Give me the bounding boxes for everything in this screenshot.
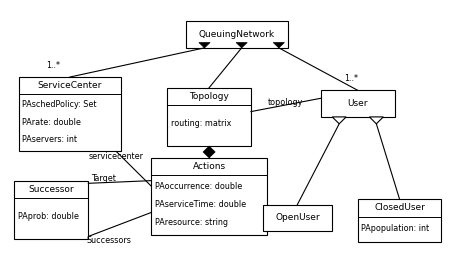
Text: 1..*: 1..*: [46, 61, 61, 70]
Text: Actions: Actions: [192, 162, 226, 171]
Bar: [151, 158, 267, 235]
Text: ServiceCenter: ServiceCenter: [37, 81, 102, 90]
Text: 1..*: 1..*: [344, 74, 358, 83]
Polygon shape: [199, 43, 210, 48]
Text: PAserviceTime: double: PAserviceTime: double: [155, 200, 246, 209]
Text: PApopulation: int: PApopulation: int: [362, 224, 429, 233]
Text: PArate: double: PArate: double: [22, 118, 81, 127]
Polygon shape: [332, 117, 346, 124]
Text: Successor: Successor: [28, 185, 74, 194]
Polygon shape: [273, 43, 284, 48]
Bar: [186, 21, 288, 48]
Text: PAprob: double: PAprob: double: [18, 212, 79, 221]
Text: topology: topology: [268, 98, 303, 107]
Polygon shape: [369, 117, 383, 124]
Text: QueuingNetwork: QueuingNetwork: [199, 30, 275, 39]
Text: OpenUser: OpenUser: [275, 213, 319, 222]
Bar: [18, 77, 121, 151]
Text: Target: Target: [91, 174, 116, 183]
Text: PAschedPolicy: Set: PAschedPolicy: Set: [22, 100, 97, 109]
Text: ClosedUser: ClosedUser: [374, 203, 425, 212]
Text: routing: matrix: routing: matrix: [171, 120, 231, 128]
Text: servicecenter: servicecenter: [88, 152, 143, 161]
Bar: [14, 181, 88, 239]
Bar: [263, 205, 332, 231]
Text: User: User: [347, 99, 368, 108]
Text: Successors: Successors: [86, 236, 131, 245]
Polygon shape: [236, 43, 247, 48]
Bar: [320, 90, 395, 117]
Text: PAservers: int: PAservers: int: [22, 135, 77, 144]
Polygon shape: [203, 146, 215, 158]
Text: PAoccurrence: double: PAoccurrence: double: [155, 182, 242, 191]
Bar: [167, 88, 251, 146]
Text: PAresource: string: PAresource: string: [155, 218, 228, 227]
Text: Topology: Topology: [189, 92, 229, 101]
Bar: [358, 199, 441, 242]
